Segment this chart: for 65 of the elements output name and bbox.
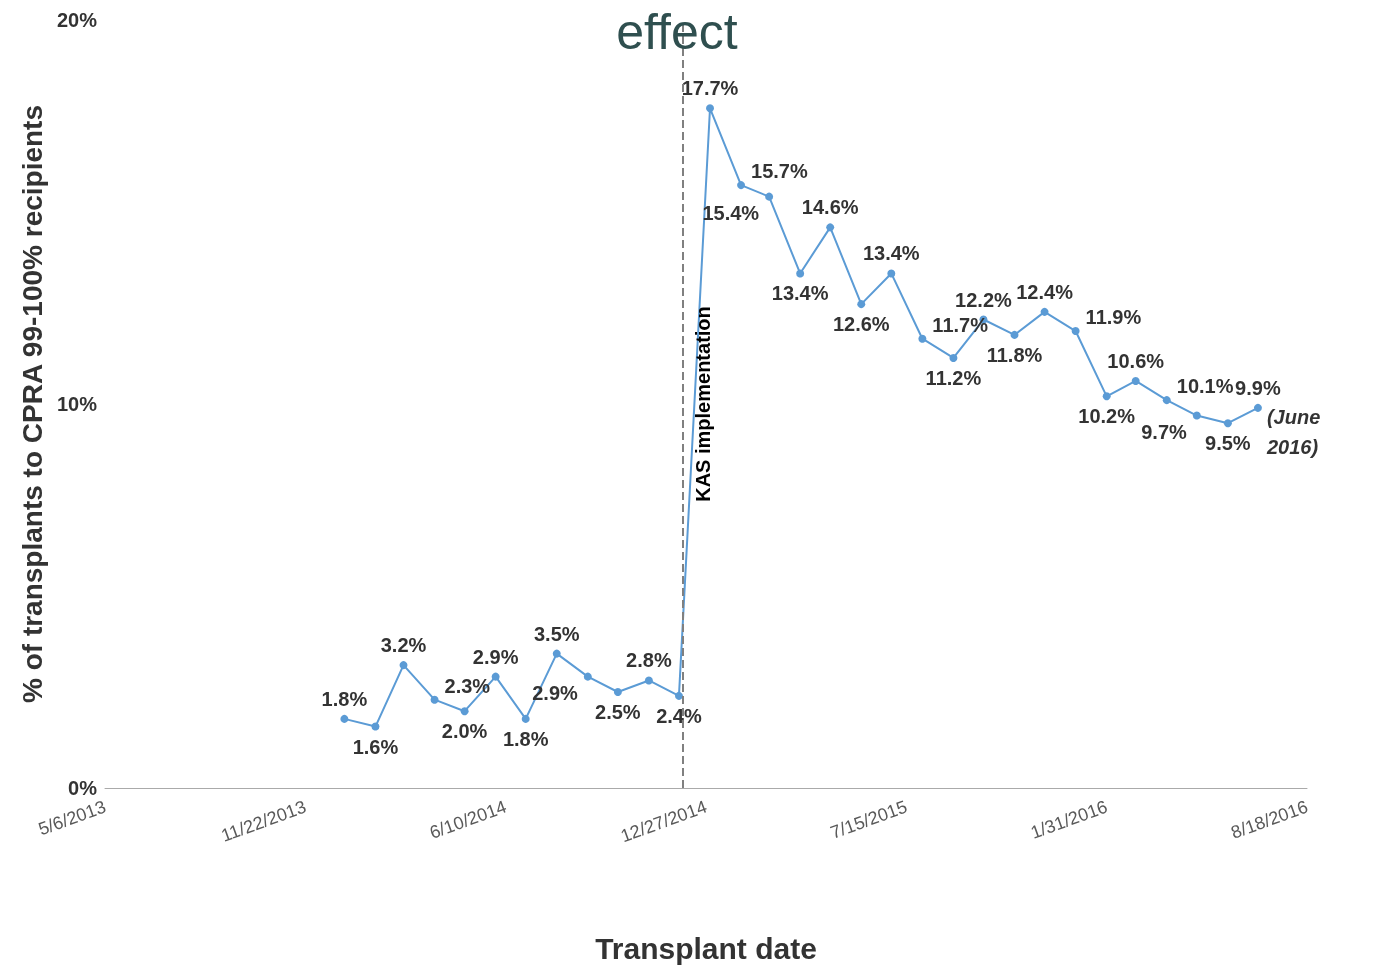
data-label: 13.4% (771, 282, 829, 305)
data-label: 11.8% (986, 343, 1043, 366)
point (460, 707, 469, 716)
point (521, 714, 530, 723)
data-label: 17.7% (681, 77, 739, 100)
point (1253, 403, 1262, 412)
data-label: 10.1% (1176, 375, 1234, 398)
data-label: 14.6% (801, 196, 859, 219)
point (1010, 330, 1019, 339)
point (1131, 376, 1140, 385)
data-label: 2.5% (595, 701, 641, 723)
point (857, 300, 866, 309)
point (613, 688, 622, 696)
data-label: 3.5% (533, 622, 580, 645)
point (949, 353, 958, 362)
point (674, 691, 683, 700)
data-label: 3.2% (380, 634, 427, 657)
point (1040, 307, 1049, 316)
point (887, 269, 896, 278)
data-label: 11.9% (1085, 306, 1142, 329)
data-label: 9.5% (1205, 432, 1251, 455)
data-label: 9.9% (1235, 376, 1281, 399)
data-label: 10.6% (1107, 349, 1165, 372)
data-label: 10.2% (1078, 405, 1136, 428)
data-label: 12.4% (1016, 280, 1074, 303)
point (706, 104, 715, 113)
point (491, 672, 500, 681)
data-label: 15.7% (751, 160, 808, 183)
point (1071, 327, 1080, 336)
data-label: 2.0% (441, 720, 488, 743)
point (1162, 396, 1171, 405)
y-axis-title: % of transplants to CPRA 99-100% recipients (16, 104, 48, 704)
y-tick-label: 10% (56, 393, 98, 415)
data-label: 2.8% (626, 649, 672, 672)
annotation: (June 2016) (1265, 405, 1326, 458)
chart-title: effect (616, 4, 738, 60)
point (737, 181, 746, 190)
point (399, 661, 408, 670)
data-label: 12.6% (832, 313, 890, 336)
data-label: 13.4% (862, 242, 920, 265)
data-label: 1.8% (502, 727, 549, 750)
data-label: 2.9% (472, 645, 519, 668)
point (430, 695, 439, 704)
data-label: 2.4% (656, 704, 702, 727)
point (1102, 392, 1111, 401)
data-label: 1.6% (352, 735, 399, 758)
point (826, 223, 835, 232)
y-tick-label: 0% (68, 777, 98, 799)
data-label: 1.8% (321, 687, 368, 710)
data-label: 11.2% (925, 366, 982, 389)
point (796, 269, 805, 278)
point (552, 649, 561, 658)
x-axis-title: Transplant date (595, 931, 817, 965)
point (644, 676, 653, 685)
y-tick-label: 20% (56, 9, 98, 31)
data-label: 9.7% (1141, 420, 1188, 443)
point (371, 722, 380, 731)
point (1192, 411, 1201, 420)
point (1223, 419, 1232, 428)
data-label: 12.2% (955, 288, 1013, 311)
point (340, 714, 349, 723)
point (765, 192, 774, 201)
point (918, 334, 927, 343)
point (583, 672, 592, 681)
ref-line-label: KAS implementation (691, 306, 714, 502)
